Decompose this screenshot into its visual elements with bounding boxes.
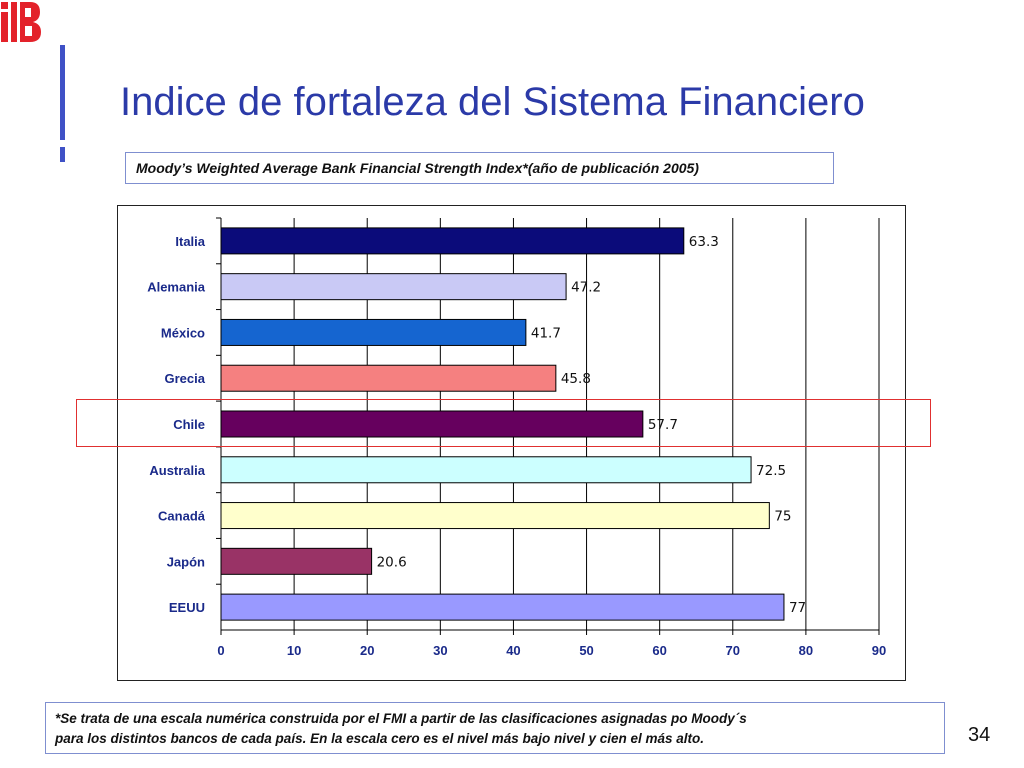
bar-alemania [220, 273, 567, 301]
value-label-australia: 72.5 [756, 463, 786, 479]
value-label-chile: 57.7 [648, 417, 678, 433]
chart-frame: 0 10 20 30 40 50 60 70 80 90 Italia 63.3 Alemania 47.… [117, 205, 906, 681]
x-tick-label-20: 20 [360, 643, 374, 658]
bar-canada [220, 502, 770, 530]
x-tick-label-0: 0 [217, 643, 224, 658]
bar-australia [220, 456, 752, 484]
logo [1, 2, 41, 42]
bar-chile [220, 410, 644, 438]
bar-grecia [220, 364, 557, 392]
x-tick-label-40: 40 [506, 643, 520, 658]
bar-eeuu [220, 593, 785, 621]
x-tick-label-50: 50 [579, 643, 593, 658]
bar-italia [220, 227, 685, 255]
category-label-italia: Italia [175, 234, 205, 249]
footnote-line-2: para los distintos bancos de cada país. … [55, 731, 705, 746]
value-label-grecia: 45.8 [561, 371, 591, 387]
accent-bar-small [60, 147, 65, 162]
bar-mexico [220, 318, 527, 346]
value-label-eeuu: 77 [789, 600, 806, 616]
value-label-mexico: 41.7 [531, 325, 561, 341]
category-label-mexico: México [161, 325, 205, 340]
chile-highlight-box [76, 399, 931, 447]
bar-japon [220, 547, 373, 575]
category-label-australia: Australia [149, 463, 205, 478]
x-tick-label-70: 70 [726, 643, 740, 658]
bar-chart: 0 10 20 30 40 50 60 70 80 90 Italia 63.3 Alemania 47.… [147, 217, 886, 658]
category-label-alemania: Alemania [147, 280, 206, 295]
footnote-text: *Se trata de una escala numérica constru… [55, 709, 747, 749]
x-tick-label-80: 80 [799, 643, 813, 658]
value-label-italia: 63.3 [689, 234, 719, 250]
slide-title: Indice de fortaleza del Sistema Financie… [120, 80, 865, 124]
subtitle-box: Moody’s Weighted Average Bank Financial … [125, 152, 834, 184]
category-label-chile: Chile [173, 417, 205, 432]
value-label-canada: 75 [774, 509, 791, 525]
x-tick-label-10: 10 [287, 643, 301, 658]
accent-bar-main [60, 45, 65, 140]
footnote-box: *Se trata de una escala numérica constru… [45, 702, 945, 754]
x-tick-label-60: 60 [652, 643, 666, 658]
value-label-alemania: 47.2 [571, 280, 601, 296]
category-label-japon: Japón [167, 554, 205, 569]
x-tick-label-90: 90 [872, 643, 886, 658]
category-label-grecia: Grecia [165, 371, 206, 386]
page-number: 34 [968, 724, 991, 746]
x-tick-label-30: 30 [433, 643, 447, 658]
value-label-japon: 20.6 [377, 554, 407, 570]
footnote-line-1: *Se trata de una escala numérica constru… [55, 711, 747, 726]
category-label-canada: Canadá [158, 509, 206, 524]
chart-subtitle: Moody’s Weighted Average Bank Financial … [136, 160, 699, 176]
category-label-eeuu: EEUU [169, 600, 205, 615]
